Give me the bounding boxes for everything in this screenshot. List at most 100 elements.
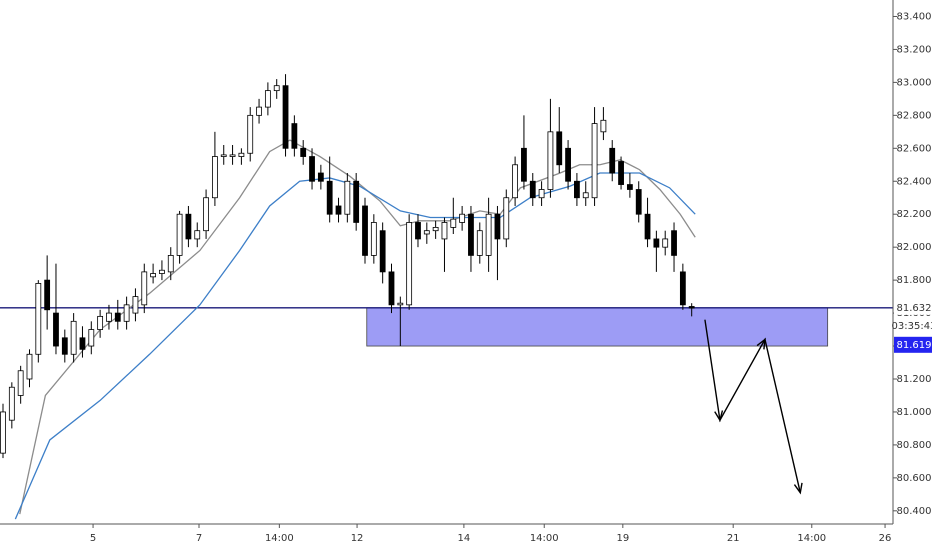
candle-body	[662, 238, 669, 248]
candle-body	[229, 154, 236, 157]
candle-body	[167, 255, 174, 273]
candle-body	[97, 315, 104, 330]
y-tick-label: 82.200	[897, 209, 932, 220]
candle-body	[415, 222, 421, 240]
candle-body	[423, 230, 430, 235]
candle-body	[353, 180, 360, 223]
plot-area	[0, 74, 893, 520]
candle-body	[273, 85, 280, 92]
candle-body	[26, 353, 33, 380]
candle-body	[317, 172, 324, 182]
price-line-label: 81.632	[897, 303, 932, 314]
candle-body	[17, 370, 24, 396]
candle-body	[609, 147, 616, 174]
candle-body	[185, 213, 192, 240]
countdown-label: 03:35:43	[892, 321, 932, 332]
candle-body	[556, 131, 563, 166]
x-tick-label: 21	[727, 533, 740, 544]
candle-body	[476, 230, 483, 256]
last-price-tag	[894, 336, 932, 353]
candle-body	[485, 213, 492, 256]
price-line-tag	[894, 300, 932, 315]
candle-body	[538, 189, 545, 199]
candle-body	[150, 273, 157, 278]
candle-body	[194, 230, 201, 240]
x-tick-label: 12	[351, 533, 364, 544]
candle-body	[132, 296, 139, 314]
y-tick-label: 81.800	[897, 275, 932, 286]
candle-body	[565, 147, 571, 182]
candle-body	[441, 222, 448, 240]
projection-path	[704, 319, 801, 493]
candle-body	[141, 271, 148, 306]
y-tick-label: 81.200	[897, 374, 932, 385]
moving-average	[19, 139, 696, 515]
candle-body	[106, 312, 112, 322]
x-tick-label: 19	[616, 533, 629, 544]
candle-body	[547, 131, 554, 190]
x-tick-label: 7	[196, 533, 202, 544]
candle-body	[503, 197, 510, 240]
candle-body	[388, 271, 395, 306]
x-tick-label: 14	[458, 533, 471, 544]
y-tick-label: 82.400	[897, 176, 932, 187]
y-tick-label: 81.000	[897, 407, 932, 418]
y-tick-label: 82.800	[897, 110, 932, 121]
candle-body	[79, 337, 86, 350]
y-tick-label: 80.400	[897, 506, 932, 517]
candle-body	[468, 213, 474, 256]
arrow-head	[756, 337, 766, 350]
candle-body	[309, 156, 315, 182]
candle-body	[264, 90, 271, 108]
candle-body	[459, 213, 466, 223]
y-tick-label: 80.600	[897, 473, 932, 484]
candle-body	[529, 180, 536, 199]
candle-body	[335, 205, 342, 215]
candle-body	[238, 152, 245, 157]
arrow-head	[714, 410, 724, 422]
candle-body	[326, 180, 333, 215]
arrow-head	[793, 482, 803, 495]
support-zone	[366, 307, 829, 347]
candle-body	[397, 302, 404, 306]
candle-body	[591, 123, 598, 199]
candle-body	[61, 337, 68, 355]
candle-body	[370, 222, 377, 256]
candle-body	[53, 312, 59, 347]
x-tick-label: 14:00	[797, 533, 826, 544]
y-tick-label: 82.000	[897, 242, 932, 253]
candle-body	[494, 213, 501, 240]
x-tick-label: 14:00	[530, 533, 559, 544]
candle-body	[123, 304, 130, 322]
candle-body	[300, 147, 307, 157]
candle-body	[626, 184, 633, 190]
y-tick-label: 83.400	[897, 11, 932, 22]
candle-body	[176, 213, 183, 256]
x-tick-label: 26	[879, 533, 892, 544]
last-price-label: 81.619	[897, 340, 932, 351]
candle-body	[618, 161, 624, 185]
candle-body	[220, 154, 227, 157]
candle-body	[70, 320, 77, 355]
candle-body	[635, 189, 642, 215]
y-tick-label: 83.200	[897, 44, 932, 55]
candle-body	[8, 386, 15, 421]
candle-body	[582, 192, 589, 199]
x-tick-label: 5	[90, 533, 96, 544]
candle-body	[291, 123, 298, 149]
y-tick-label: 82.600	[897, 143, 932, 154]
candle-body	[688, 306, 695, 309]
candle-body	[212, 156, 218, 199]
candle-body	[574, 180, 580, 199]
candle-body	[114, 312, 121, 322]
candle-body	[203, 197, 209, 232]
candle-body	[88, 329, 95, 347]
candle-body	[44, 279, 51, 311]
candle-body	[159, 269, 165, 274]
candle-body	[35, 283, 42, 355]
candle-body	[379, 230, 386, 273]
candle-body	[406, 222, 413, 306]
candle-body	[247, 114, 254, 154]
candle-body	[256, 106, 262, 116]
